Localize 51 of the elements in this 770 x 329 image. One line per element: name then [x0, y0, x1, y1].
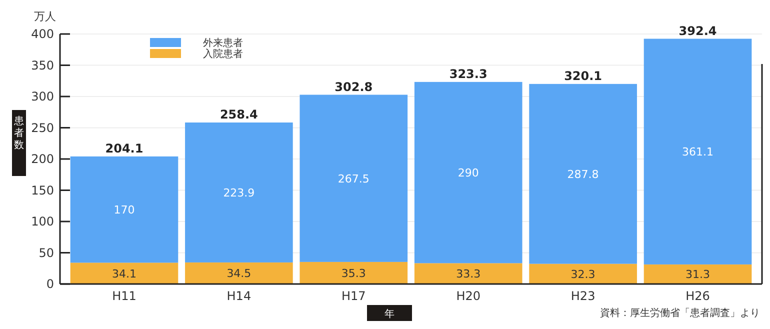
y-tick-label: 400: [31, 27, 54, 41]
y-tick-label: 100: [31, 214, 54, 228]
bar: [529, 84, 637, 264]
text: 万人: [34, 10, 56, 23]
bar: [70, 262, 178, 284]
x-tick-label: H11: [112, 289, 136, 303]
bar: [185, 262, 293, 284]
data-label: 34.5: [226, 267, 252, 280]
y-tick-label: 300: [31, 90, 54, 104]
total-label: 302.8: [334, 80, 373, 94]
y-tick-label: 150: [31, 183, 54, 198]
bar: [414, 82, 522, 264]
bar: [300, 262, 408, 284]
y-tick-label: 0: [46, 277, 54, 291]
data-label: 31.3: [686, 268, 710, 282]
data-label: 361.1: [682, 146, 714, 159]
x-tick-label: H26: [686, 289, 710, 303]
bar: [70, 156, 178, 263]
y-tick-label: 50: [38, 246, 54, 260]
bar: [529, 264, 637, 284]
total-label: 204.1: [105, 141, 144, 156]
data-label: 223.9: [223, 186, 255, 200]
bar: [414, 263, 522, 284]
total-label: 320.1: [564, 68, 602, 83]
x-tick-label: H17: [342, 289, 366, 303]
text: 資料：厚生労働省「患者調査」より: [600, 307, 760, 319]
data-label: 287.8: [567, 168, 599, 181]
x-tick-label: H20: [456, 289, 480, 303]
y-tick-label: 350: [31, 58, 54, 72]
y-axis-title: 患者数: [13, 115, 24, 151]
y-tick-label: 250: [31, 120, 54, 135]
x-tick-label: H23: [570, 289, 596, 303]
total-label: 392.4: [678, 24, 717, 38]
legend-label: 入院患者: [203, 48, 243, 60]
bar: [300, 94, 408, 262]
x-tick-label: H14: [226, 289, 252, 303]
bar: [644, 38, 752, 264]
data-label: 290: [458, 166, 479, 180]
x-axis-title: 年: [384, 308, 394, 320]
bar: [185, 122, 293, 262]
y-tick-label: 200: [31, 152, 54, 166]
total-label: 323.3: [449, 66, 488, 81]
total-label: 258.4: [220, 108, 258, 122]
data-label: 34.1: [112, 267, 136, 280]
data-label: 35.3: [341, 266, 366, 280]
data-label: 170: [114, 204, 135, 217]
data-label: 33.3: [456, 268, 481, 281]
data-label: 32.3: [570, 268, 596, 281]
bar: [644, 264, 752, 284]
legend-label: 外来患者: [203, 37, 243, 49]
data-label: 267.5: [338, 172, 370, 186]
